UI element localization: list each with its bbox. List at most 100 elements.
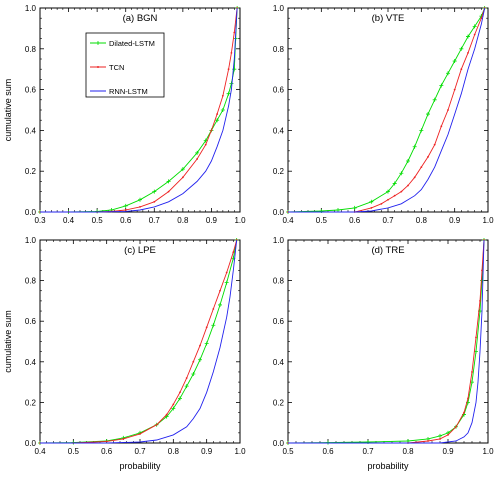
- data-point: [105, 440, 108, 443]
- x-tick-label: 0.8: [416, 216, 428, 225]
- y-tick-label: 0.4: [25, 358, 37, 367]
- data-point: [216, 113, 219, 115]
- y-tick-label: 0.0: [25, 208, 37, 217]
- series-line: [39, 239, 238, 444]
- data-point: [221, 94, 224, 97]
- data-point: [480, 17, 483, 20]
- data-point: [467, 397, 469, 400]
- data-point: [433, 143, 436, 146]
- x-tick-label: 0.9: [201, 447, 213, 456]
- series-rnn-lstm: [39, 239, 238, 444]
- data-point: [204, 341, 209, 346]
- data-point: [432, 97, 437, 102]
- data-point: [198, 357, 202, 362]
- data-point: [447, 109, 449, 111]
- legend-marker: [97, 66, 99, 68]
- series-dilated-lstm: [38, 238, 239, 445]
- x-tick-label: 0.3: [34, 216, 46, 225]
- data-point: [438, 433, 442, 438]
- y-tick-label: 0.0: [25, 439, 37, 448]
- data-point: [185, 377, 188, 379]
- data-point: [439, 438, 441, 440]
- legend-label: Dilated-LSTM: [109, 39, 155, 48]
- data-point: [219, 289, 221, 292]
- data-point: [210, 129, 213, 132]
- data-point: [171, 406, 176, 411]
- x-tick-label: 0.6: [101, 447, 113, 456]
- series-tcn: [39, 239, 238, 444]
- panel-title: (a) BGN: [123, 13, 158, 24]
- panel-title: (d) TRE: [371, 245, 404, 256]
- data-point: [196, 158, 199, 160]
- x-tick-label: 0.4: [63, 216, 75, 225]
- y-tick-label: 0.8: [273, 45, 285, 54]
- y-tick-label: 0.4: [25, 126, 37, 135]
- series-line: [288, 239, 485, 444]
- legend-entry-rnn-lstm: RNN-LSTM: [90, 87, 148, 96]
- data-point: [122, 438, 125, 440]
- data-point: [230, 51, 233, 54]
- x-tick-label: 0.9: [206, 216, 218, 225]
- x-tick-label: 0.5: [316, 216, 328, 225]
- data-point: [153, 200, 156, 203]
- data-point: [205, 326, 208, 329]
- series-line: [40, 239, 238, 444]
- data-point: [124, 209, 127, 211]
- data-point: [195, 150, 200, 155]
- data-point: [419, 128, 424, 133]
- data-point: [406, 159, 410, 163]
- y-tick-label: 1.0: [25, 4, 37, 13]
- data-point: [155, 423, 158, 426]
- x-tick-label: 0.7: [149, 216, 161, 225]
- data-point: [452, 59, 457, 64]
- data-point: [459, 46, 464, 51]
- data-point: [460, 68, 463, 71]
- y-tick-label: 0.4: [273, 358, 285, 367]
- data-point: [226, 91, 231, 96]
- plot-frame: [287, 239, 489, 444]
- chart-panel-1: 0.3 0.4 0.5 0.6 0.7 0.8 0.9 1.0 0.0 0.2 0.4 0.6 0.8 1…: [3, 4, 246, 225]
- data-point: [166, 179, 171, 184]
- data-point: [215, 118, 220, 123]
- legend-entry-dilated-lstm: Dilated-LSTM: [90, 39, 155, 48]
- data-point: [475, 336, 477, 339]
- data-point: [400, 190, 403, 193]
- series-line: [40, 7, 238, 213]
- x-tick-label: 0.4: [34, 447, 46, 456]
- x-tick-label: 0.4: [282, 216, 294, 225]
- y-tick-label: 0.6: [25, 86, 37, 95]
- y-axis-label: cumulative sum: [3, 79, 13, 142]
- x-tick-label: 0.7: [362, 447, 374, 456]
- data-point: [463, 411, 465, 414]
- y-tick-label: 0.2: [273, 398, 285, 407]
- data-point: [446, 71, 450, 76]
- data-point: [466, 34, 470, 39]
- data-point: [139, 432, 141, 435]
- x-axis-label: probability: [367, 461, 409, 471]
- data-point: [178, 396, 182, 401]
- y-tick-label: 0.8: [273, 277, 285, 286]
- data-point: [386, 189, 390, 194]
- data-point: [440, 125, 443, 128]
- data-point: [192, 360, 195, 363]
- data-point: [427, 440, 429, 442]
- data-point: [455, 425, 457, 428]
- data-point: [225, 271, 228, 274]
- chart-panel-4: 0.5 0.6 0.7 0.8 0.9 1.0 0.0 0.2 0.4 0.6 0.8 1.0 (d) …: [273, 236, 494, 471]
- data-point: [211, 323, 216, 328]
- x-tick-label: 0.5: [68, 447, 80, 456]
- series-line: [288, 7, 486, 213]
- series-rnn-lstm: [287, 239, 485, 444]
- y-tick-label: 0.8: [25, 277, 37, 286]
- data-point: [412, 144, 417, 149]
- data-point: [232, 251, 235, 254]
- y-tick-label: 1.0: [25, 236, 37, 245]
- data-point: [123, 203, 128, 208]
- y-tick-label: 0.0: [273, 208, 285, 217]
- series-dilated-lstm: [286, 6, 487, 214]
- series-line: [40, 239, 238, 444]
- data-point: [220, 108, 225, 112]
- y-tick-label: 1.0: [273, 236, 285, 245]
- y-tick-label: 0.8: [25, 45, 37, 54]
- x-tick-label: 0.5: [282, 447, 294, 456]
